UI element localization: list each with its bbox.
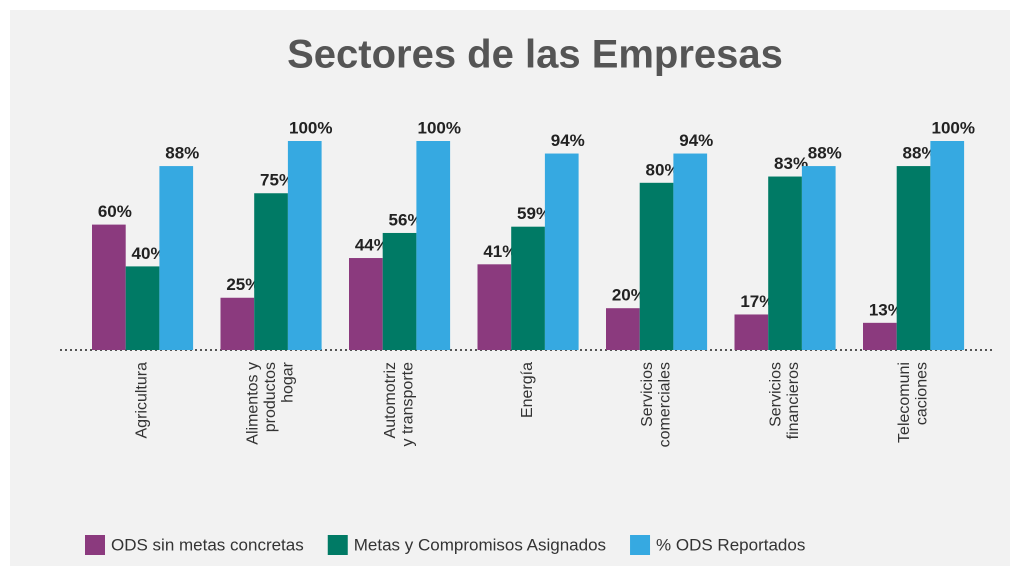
x-tick-label: Agricultura <box>134 362 151 439</box>
x-tick-label-line: Servicios <box>639 362 656 427</box>
x-tick-label-line: y transporte <box>400 362 417 447</box>
bar <box>606 308 640 350</box>
value-label: 100% <box>932 118 975 137</box>
bar <box>639 182 674 350</box>
value-label: 94% <box>551 131 585 150</box>
bar <box>673 153 708 350</box>
bar <box>382 232 417 350</box>
x-tick-label-line: productos <box>262 362 279 432</box>
bar <box>477 264 512 350</box>
value-label: 56% <box>389 210 423 229</box>
x-tick-label-line: Alimentos y <box>245 362 262 445</box>
x-tick-label-line: caciones <box>914 362 931 425</box>
value-label: 88% <box>903 144 937 163</box>
x-tick-label: Telecomunicaciones <box>896 362 931 443</box>
value-label: 75% <box>260 171 294 190</box>
value-label: 40% <box>132 244 166 263</box>
value-label: 83% <box>774 154 808 173</box>
x-tick-label: Energía <box>519 362 536 418</box>
x-tick-label: Serviciosfinancieros <box>768 362 803 439</box>
bar <box>159 166 194 350</box>
bar <box>896 166 931 350</box>
value-label: 88% <box>808 144 842 163</box>
x-tick-label-line: Automotriz <box>382 362 399 438</box>
value-label: 100% <box>289 118 332 137</box>
value-label: 59% <box>517 204 551 223</box>
bar <box>92 224 126 350</box>
x-tick-label: Servicioscomerciales <box>639 362 674 447</box>
value-label: 80% <box>646 160 680 179</box>
bar <box>544 153 579 350</box>
value-label: 25% <box>226 275 260 294</box>
legend-swatch <box>630 535 651 555</box>
bar <box>511 226 545 350</box>
legend-label: Metas y Compromisos Asignados <box>354 535 606 554</box>
value-label: 44% <box>355 236 389 255</box>
value-label: 94% <box>679 131 713 150</box>
bar <box>734 314 769 350</box>
value-label: 88% <box>165 144 199 163</box>
x-tick-label-line: financieros <box>785 362 802 439</box>
x-tick-label-line: Telecomuni <box>896 362 913 443</box>
bar <box>220 297 255 350</box>
bar <box>930 141 965 350</box>
bar <box>863 322 897 350</box>
value-label: 17% <box>740 292 774 311</box>
legend-swatch <box>85 535 105 555</box>
legend-label: ODS sin metas concretas <box>111 535 304 554</box>
bar <box>416 141 451 350</box>
value-label: 41% <box>483 242 517 261</box>
bar <box>287 141 322 350</box>
x-tick-label-line: Energía <box>519 362 536 418</box>
chart-title: Sectores de las Empresas <box>287 33 783 77</box>
value-label: 13% <box>869 300 903 319</box>
bar <box>768 176 802 350</box>
x-tick-label-line: hogar <box>280 361 297 403</box>
bar <box>349 258 383 350</box>
x-tick-label-line: Servicios <box>768 362 785 427</box>
x-tick-label-line: Agricultura <box>134 362 151 439</box>
value-label: 60% <box>98 202 132 221</box>
x-tick-label-line: comerciales <box>657 362 674 447</box>
legend-label: % ODS Reportados <box>656 535 805 554</box>
x-tick-label: Automotrizy transporte <box>382 362 417 447</box>
value-label: 20% <box>612 286 646 305</box>
value-label: 100% <box>418 118 461 137</box>
bar <box>801 166 836 350</box>
x-tick-label: Alimentos yproductoshogar <box>245 361 297 444</box>
legend-swatch <box>327 535 348 555</box>
bar <box>254 193 288 350</box>
bar <box>125 266 160 350</box>
